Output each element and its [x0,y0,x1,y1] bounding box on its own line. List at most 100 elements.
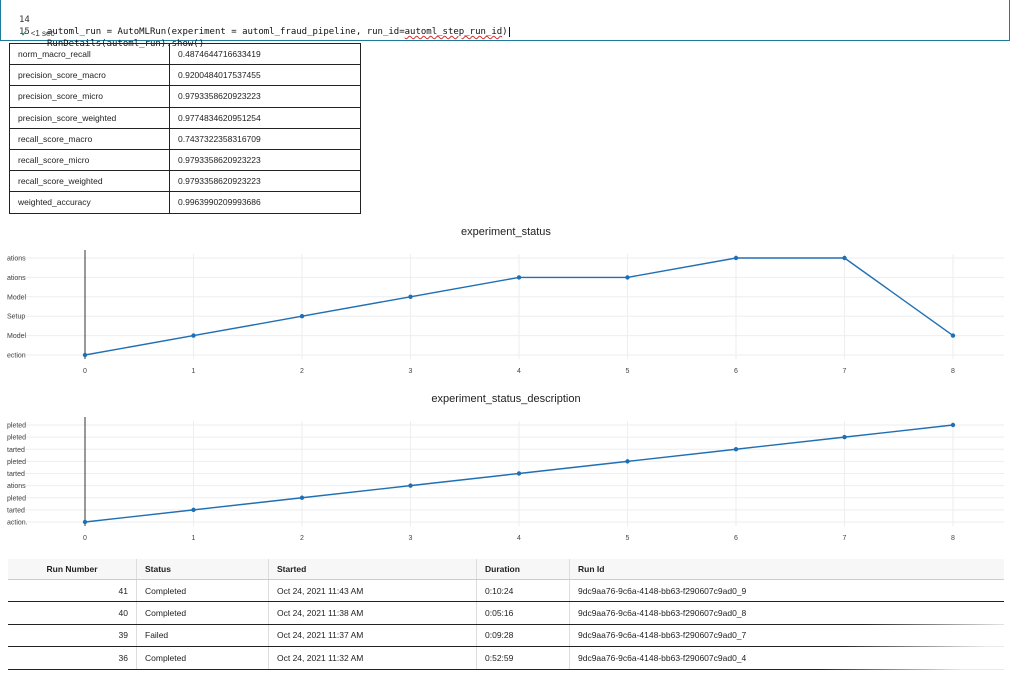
data-point[interactable] [842,255,847,261]
y-tick-label: ection [7,353,26,360]
chart-title: experiment_status [461,226,551,238]
run-duration: 0:52:59 [476,646,570,670]
y-tick-label: Model [7,294,27,301]
data-point[interactable] [299,314,305,319]
y-tick-label: ations [7,275,26,282]
metric-name: precision_score_micro [9,85,170,108]
experiment-status-chart[interactable]: ection Model Setup Model ations ations 0 1 2 3 4 5 6… [0,240,1012,380]
run-status: Failed [136,624,269,648]
checkmark-icon: ✓ [21,29,28,38]
x-tick-label: 2 [300,535,304,542]
x-tick-label: 4 [517,368,521,375]
code-fragment: automl_run = AutoMLRun( [47,27,172,37]
run-row[interactable]: 36 Completed Oct 24, 2021 11:32 AM 0:52:59 9… [8,646,1004,670]
column-header-run-id[interactable]: Run Id [569,559,1004,580]
x-tick-label: 3 [409,368,413,375]
metric-value: 0.9793358620923223 [169,170,361,193]
data-point[interactable] [408,294,413,299]
y-tick-label: pleted [7,423,26,430]
column-header-status[interactable]: Status [136,559,269,580]
runs-table: Run Number Status Started Duration Run I… [8,559,1004,670]
metrics-table: norm_macro_recall 0.4874644716633419 preci… [9,42,361,214]
data-point[interactable] [625,459,630,464]
metric-value: 0.9774834620951254 [169,106,361,129]
metric-row: precision_score_micro 0.9793358620923223 [9,85,361,108]
data-point[interactable] [733,255,739,261]
data-point[interactable] [299,495,305,500]
metric-row: recall_score_micro 0.9793358620923223 [9,148,361,172]
y-tick-label: Model [7,333,27,340]
data-point[interactable] [733,447,739,452]
x-tick-label: 4 [517,535,521,542]
data-point[interactable] [842,434,847,440]
run-number: 39 [8,624,137,648]
code-line-15[interactable]: 15 RunDetails(automl_run).show() [1,14,204,49]
x-tick-label: 6 [734,368,738,375]
y-tick-label: ations [7,256,26,263]
code-fragment: experiment = automl_fraud_pipeline, run_… [171,27,405,37]
column-header-started[interactable]: Started [268,559,477,580]
run-duration: 0:05:16 [476,601,570,625]
metric-name: precision_score_macro [9,64,170,87]
metric-value: 0.9200484017537455 [169,64,361,87]
run-number: 40 [8,601,137,625]
y-tick-label: pleted [7,459,26,466]
y-tick-label: action. [7,520,28,527]
y-tick-label: pleted [7,435,26,442]
run-id-link[interactable]: 9dc9aa76-9c6a-4148-bb63-f290607c9ad0_8 [569,601,1004,625]
column-header-run-number[interactable]: Run Number [8,559,137,580]
x-tick-label: 1 [192,368,196,375]
column-header-duration[interactable]: Duration [476,559,570,580]
y-tick-label: tarted [7,447,25,454]
metric-row: recall_score_macro 0.7437322358316709 [9,127,361,150]
run-id-link[interactable]: 9dc9aa76-9c6a-4148-bb63-f290607c9ad0_4 [569,646,1004,670]
code-cell[interactable]: 14 automl_run = AutoMLRun(experiment = a… [0,0,1010,49]
code-text[interactable]: automl_run = AutoMLRun(experiment = auto… [47,26,510,38]
x-tick-label: 1 [192,535,196,542]
run-duration: 0:10:24 [476,579,570,603]
data-point[interactable] [82,352,88,358]
data-point[interactable] [516,275,522,280]
code-fragment: ) [502,27,508,37]
x-tick-label: 0 [83,535,87,542]
data-point[interactable] [625,275,630,280]
code-line-14[interactable]: 14 automl_run = AutoMLRun(experiment = a… [1,2,510,37]
metric-value: 0.9793358620923223 [169,148,361,172]
x-tick-label: 5 [626,368,630,375]
metric-row: precision_score_weighted 0.97748346209512… [9,106,361,129]
x-tick-label: 0 [83,368,87,375]
data-point[interactable] [191,507,196,513]
metric-value: 0.9963990209993686 [169,191,361,214]
line-number: 15 [19,27,30,37]
metric-value: 0.4874644716633419 [169,42,361,66]
data-point[interactable] [950,422,956,428]
experiment-status-description-chart[interactable]: action. tarted pleted ations tarted pleted tar… [0,408,1012,548]
run-row[interactable]: 41 Completed Oct 24, 2021 11:43 AM 0:10:24 9… [8,579,1004,603]
x-tick-label: 5 [626,535,630,542]
data-point[interactable] [191,333,196,338]
data-point[interactable] [950,333,956,338]
run-id-link[interactable]: 9dc9aa76-9c6a-4148-bb63-f290607c9ad0_9 [569,579,1004,603]
x-tick-label: 7 [843,535,847,542]
metric-name: norm_macro_recall [9,42,170,66]
x-tick-label: 7 [843,368,847,375]
run-id-link[interactable]: 9dc9aa76-9c6a-4148-bb63-f290607c9ad0_7 [569,624,1004,648]
run-started: Oct 24, 2021 11:37 AM [268,624,477,648]
metric-row: weighted_accuracy 0.9963990209993686 [9,191,361,214]
code-fragment-warning: automl_step_run_id [404,27,503,37]
line-number: 14 [19,15,30,25]
metric-row: recall_score_weighted 0.9793358620923223 [9,170,361,193]
x-tick-label: 3 [409,535,413,542]
run-row[interactable]: 39 Failed Oct 24, 2021 11:37 AM 0:09:28 9dc9… [8,624,1004,648]
data-point[interactable] [82,519,88,525]
data-point[interactable] [408,483,413,488]
run-number: 41 [8,579,137,603]
run-row[interactable]: 40 Completed Oct 24, 2021 11:38 AM 0:05:16 9… [8,601,1004,625]
metric-row: precision_score_macro 0.9200484017537455 [9,64,361,87]
run-started: Oct 24, 2021 11:38 AM [268,601,477,625]
metric-row: norm_macro_recall 0.4874644716633419 [9,42,361,66]
x-tick-label: 8 [951,535,955,542]
run-number: 36 [8,646,137,670]
data-point[interactable] [516,471,522,476]
text-cursor [508,26,510,37]
